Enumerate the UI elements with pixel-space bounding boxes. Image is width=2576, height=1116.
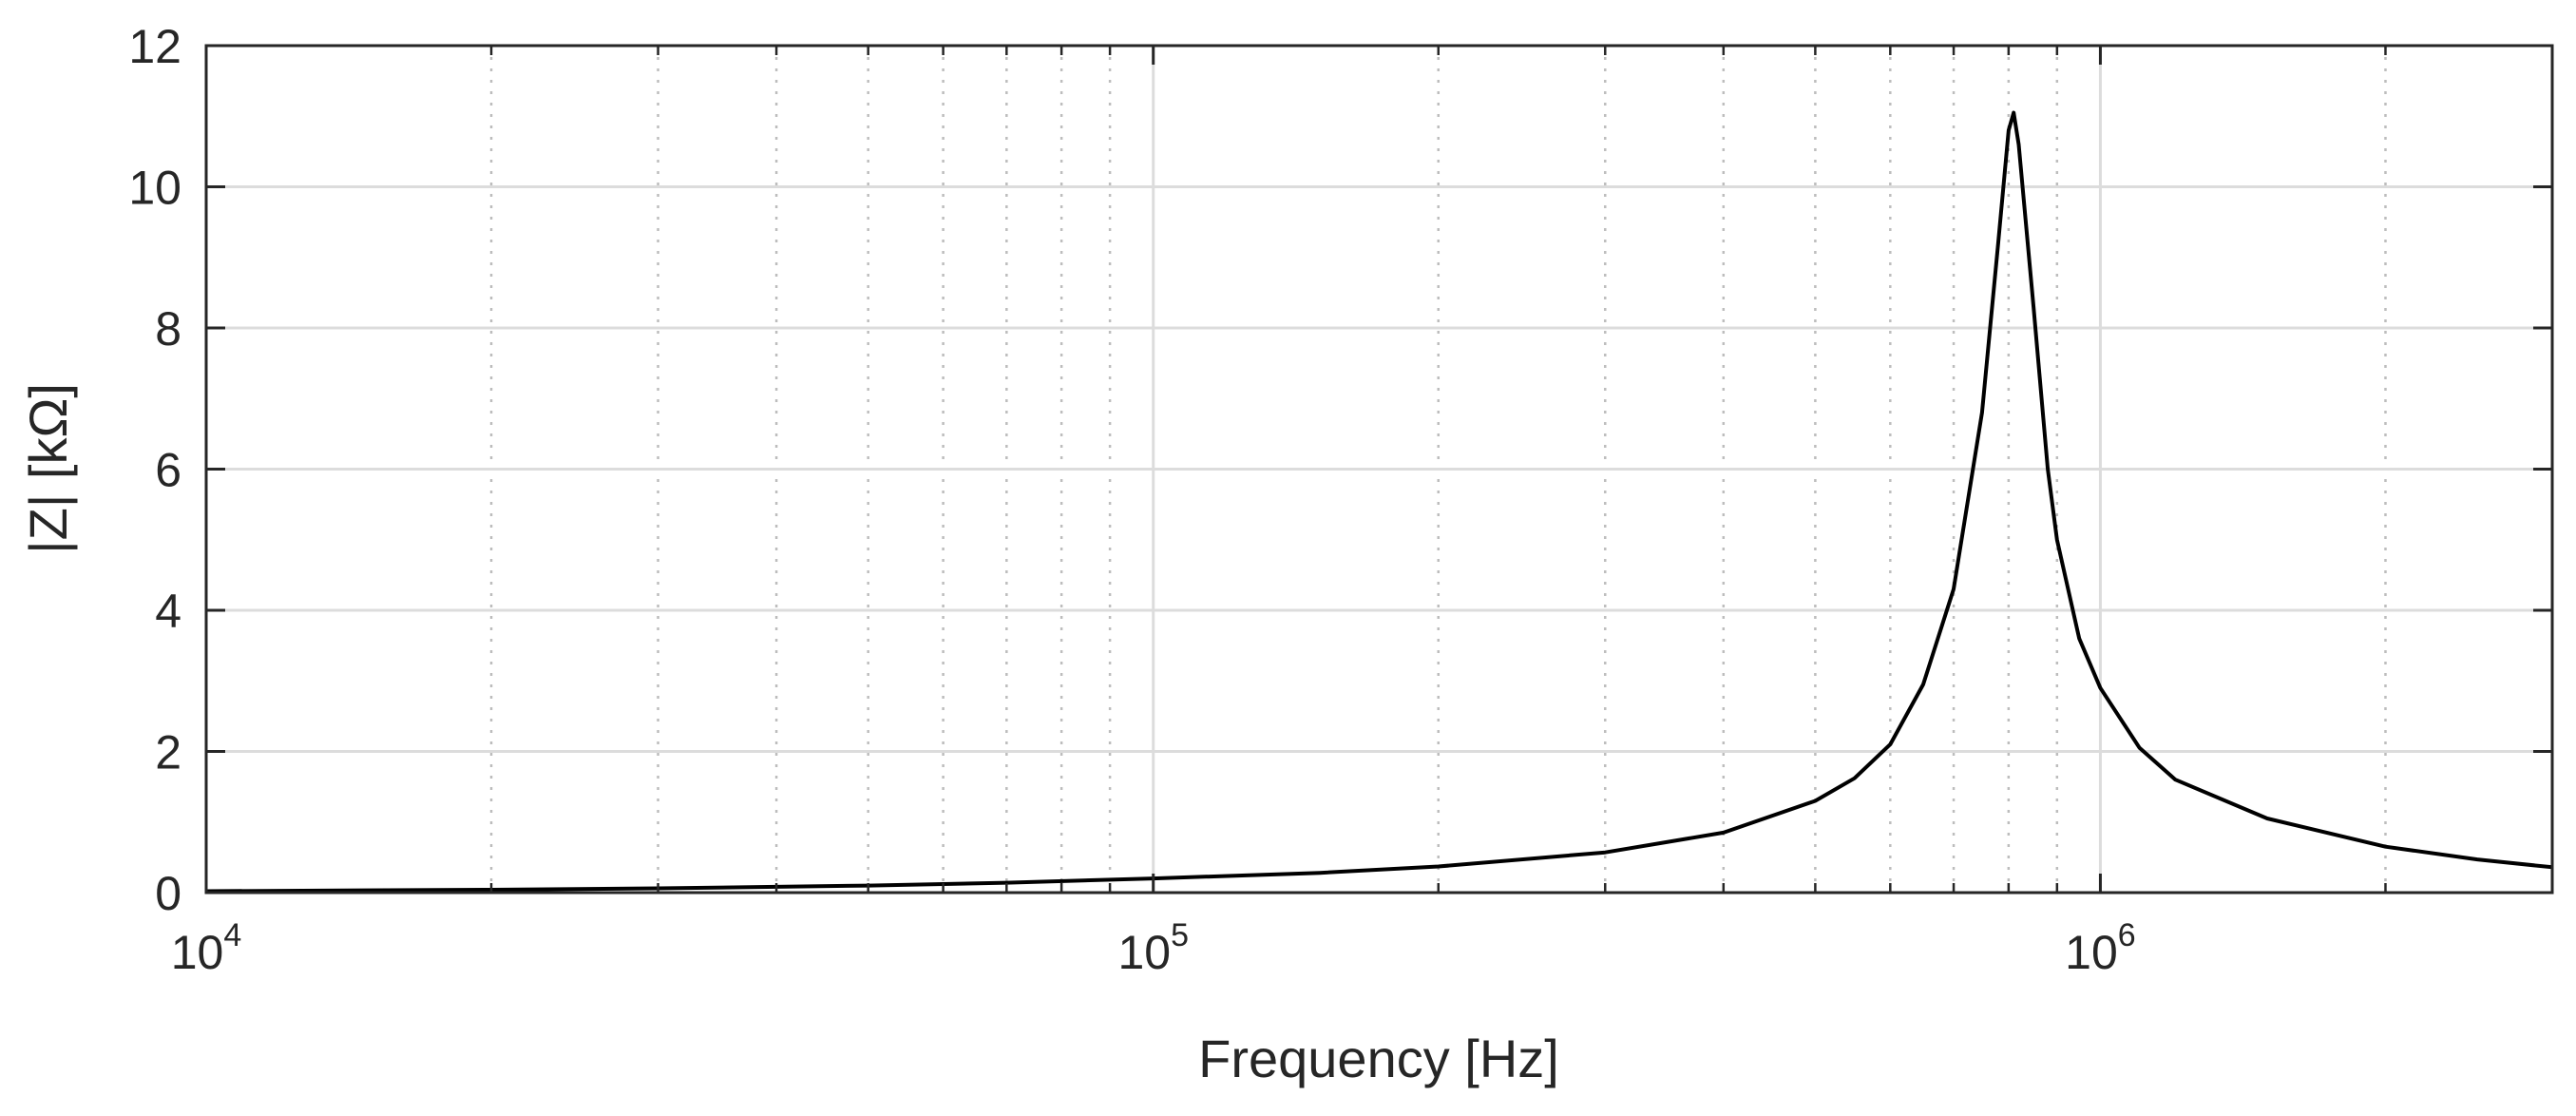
- y-axis-label: |Z| [kΩ]: [18, 383, 78, 554]
- y-tick-label: 10: [128, 162, 181, 215]
- y-tick-labels: 0 2 4 6 8 10 12: [128, 20, 181, 920]
- y-tick-label: 2: [155, 726, 181, 779]
- x-tick-labels: 104 105 106: [171, 917, 2136, 979]
- axis-ticks: [204, 44, 2552, 895]
- y-tick-label: 6: [155, 444, 181, 497]
- x-tick-label: 105: [1117, 917, 1189, 979]
- y-tick-label: 8: [155, 302, 181, 356]
- x-tick-label: 104: [171, 917, 242, 979]
- y-tick-label: 12: [128, 20, 181, 73]
- x-tick-label: 106: [2065, 917, 2136, 979]
- x-axis-label: Frequency [Hz]: [1198, 1029, 1559, 1088]
- y-tick-label: 0: [155, 867, 181, 920]
- y-tick-label: 4: [155, 585, 181, 638]
- major-grid: [206, 46, 2552, 893]
